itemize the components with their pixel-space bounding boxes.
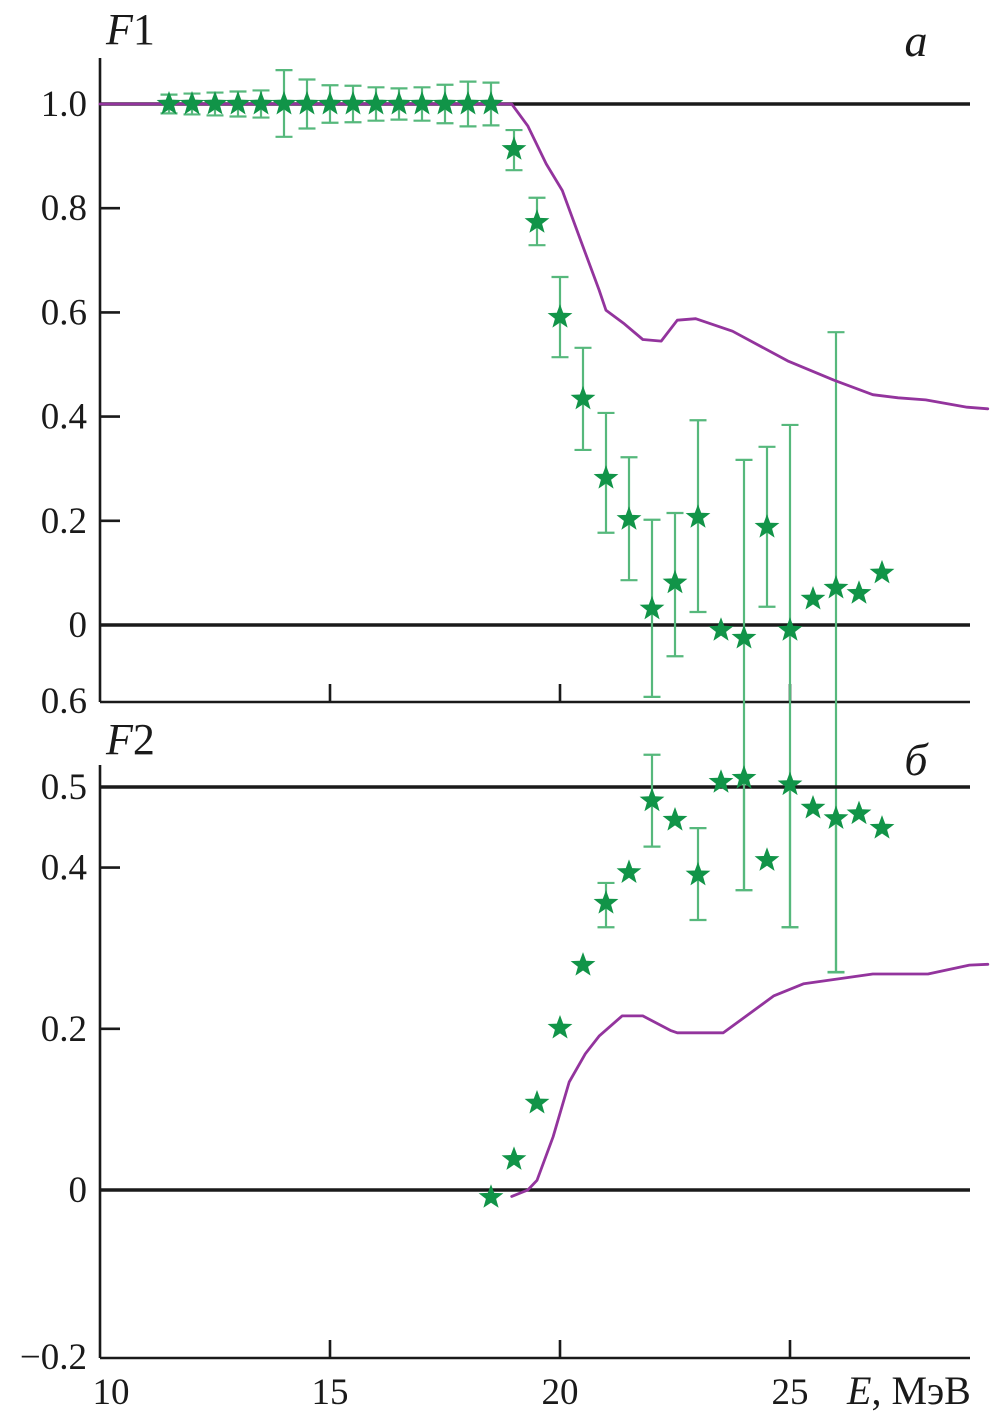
data-star-F2-20 — [547, 1015, 573, 1039]
data-star-F2-25 — [777, 771, 803, 796]
data-star-F1-20.5 — [570, 385, 596, 410]
y-tick-label-F1-0.6: 0.6 — [41, 292, 87, 333]
data-star-F1-23 — [685, 504, 711, 528]
data-star-F2-24 — [731, 765, 757, 789]
data-star-F2-26 — [823, 805, 849, 829]
panel-f1-title-var: F — [105, 5, 134, 54]
data-star-F1-21 — [593, 465, 619, 489]
y-tick-label-F2-0: 0 — [69, 1170, 88, 1211]
y-tick-label-F1-0.8: 0.8 — [41, 188, 87, 229]
data-star-F1-20 — [547, 304, 573, 328]
data-star-F1-19.5 — [524, 209, 550, 233]
data-star-F2-24.5 — [754, 847, 780, 871]
y-tick-label-F2-0.5: 0.5 — [41, 767, 87, 808]
data-star-F1-24 — [731, 625, 757, 649]
x-axis-label: E, МэВ — [846, 1368, 971, 1413]
data-star-F1-14 — [271, 91, 297, 115]
data-star-F1-24.5 — [754, 514, 780, 538]
data-star-F1-17.5 — [432, 91, 458, 115]
plot-layer: 1.0 0.8 0.6 0.4 0.2 0 0.6 0.5 0.4 0.2 0 −0.210 15 20 2… — [20, 58, 990, 1413]
data-star-F1-15.5 — [340, 91, 366, 115]
data-star-F2-19 — [501, 1146, 527, 1170]
data-star-F1-25 — [777, 617, 803, 641]
data-star-F1-26 — [823, 575, 849, 599]
data-star-F1-25.5 — [800, 586, 826, 610]
data-star-F2-20.5 — [570, 952, 596, 976]
x-axis-label-unit: , МэВ — [871, 1368, 970, 1413]
y-corner-label-F2: −0.2 — [20, 1337, 87, 1378]
data-star-F2-21.5 — [616, 859, 642, 883]
x-axis-label-var: E — [846, 1368, 871, 1413]
data-star-F1-22.5 — [662, 569, 688, 594]
data-star-F1-22 — [639, 595, 665, 620]
y-tick-label-F2-0.2: 0.2 — [41, 1009, 87, 1050]
panel-f1-title-num: 1 — [133, 5, 155, 54]
data-star-F2-23 — [685, 861, 711, 886]
data-star-F1-16 — [363, 91, 389, 115]
panel-f1-title: F1 — [105, 5, 155, 54]
panel-f2-title-num: 2 — [133, 715, 155, 764]
data-star-F1-19 — [501, 136, 527, 160]
y-tick-label-F1-1.0: 1.0 — [41, 84, 87, 125]
data-star-F1-16.5 — [386, 91, 412, 115]
data-star-F1-27 — [869, 559, 895, 584]
data-star-F1-13 — [225, 91, 251, 115]
y-tick-label-F1-0.2: 0.2 — [41, 501, 87, 542]
y-tick-label-F2-0.4: 0.4 — [41, 848, 87, 889]
data-star-F2-19.5 — [524, 1090, 550, 1114]
data-star-F1-18.5 — [478, 91, 504, 115]
data-star-F2-22 — [639, 787, 665, 812]
x-tick-label-20: 20 — [542, 1372, 579, 1413]
y-tick-label-F1-0.4: 0.4 — [41, 397, 87, 438]
data-star-F2-22.5 — [662, 807, 688, 831]
data-star-F2-27 — [869, 815, 895, 839]
x-tick-label-10: 10 — [93, 1372, 130, 1413]
data-star-F2-23.5 — [708, 769, 734, 793]
data-star-F1-18 — [455, 91, 481, 115]
data-star-F1-12.5 — [202, 91, 228, 115]
data-star-F1-26.5 — [846, 580, 872, 604]
data-star-F2-25.5 — [800, 795, 826, 819]
data-star-F1-12 — [179, 91, 205, 115]
theory-curve-F1 — [98, 102, 990, 411]
panel-f1-corner-letter: a — [905, 15, 928, 66]
y-corner-label-F1: 0.6 — [41, 681, 87, 722]
theory-curve-F2 — [510, 962, 990, 1198]
x-tick-label-15: 15 — [312, 1372, 349, 1413]
data-star-F1-11.5 — [156, 91, 182, 115]
panel-f2-title-var: F — [105, 715, 134, 764]
data-star-F1-14.5 — [294, 91, 320, 115]
x-tick-label-25: 25 — [772, 1372, 809, 1413]
data-star-F2-21 — [593, 890, 619, 914]
panel-f2-title: F2 — [105, 715, 155, 764]
data-star-F1-17 — [409, 91, 435, 115]
y-tick-label-F1-0: 0 — [69, 605, 88, 646]
panel-f2-corner-letter: б — [904, 734, 929, 785]
data-star-F1-13.5 — [248, 91, 274, 115]
data-star-F1-23.5 — [708, 617, 734, 641]
data-star-F1-21.5 — [616, 506, 642, 530]
data-star-F1-15 — [317, 91, 343, 115]
data-star-F2-26.5 — [846, 800, 872, 825]
data-star-F2-18.5 — [478, 1184, 504, 1208]
